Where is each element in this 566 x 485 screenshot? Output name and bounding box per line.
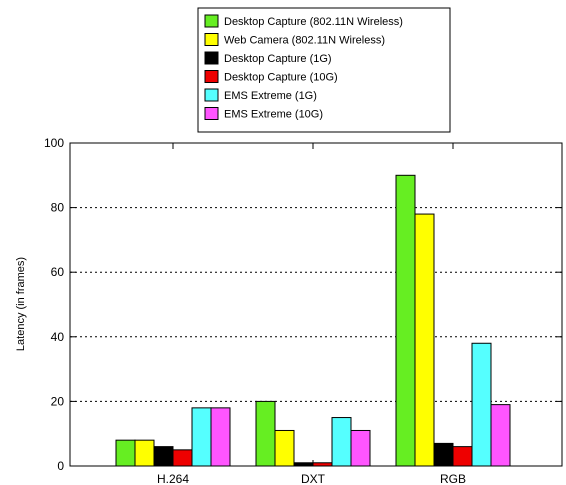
legend-swatch [204,70,219,83]
bar [452,446,473,467]
legend-label: Desktop Capture (10G) [224,72,338,84]
x-tick-label: RGB [440,472,466,485]
y-tick-label: 40 [51,330,65,344]
legend: Desktop Capture (802.11N Wireless) Web Ca… [197,7,451,133]
legend-label: Desktop Capture (1G) [224,53,332,65]
x-tick-label: H.264 [157,472,189,485]
y-tick-label: 100 [44,136,64,150]
legend-label: Web Camera (802.11N Wireless) [224,35,385,47]
legend-swatch [204,88,219,102]
legend-swatch [204,51,219,65]
bar [172,449,193,467]
legend-label: EMS Extreme (10G) [224,109,323,121]
bar [350,429,371,467]
x-axis-ticks: H.264 DXT RGB [157,143,466,485]
legend-box [197,7,451,133]
legend-swatch [204,107,219,120]
bar [274,429,295,467]
bar [134,439,155,467]
bar [210,407,231,467]
bar [433,442,454,467]
y-tick-label: 0 [57,459,64,473]
y-tick-label: 20 [51,394,65,408]
x-tick-label: DXT [301,472,326,485]
plot-frame [69,142,563,467]
bar [490,404,511,467]
y-tick-label: 80 [51,201,65,215]
bar [414,213,435,467]
y-tick-label: 60 [51,265,65,279]
legend-label: Desktop Capture (802.11N Wireless) [224,16,403,28]
bar [471,342,492,467]
legend-swatch [204,14,219,28]
bar [153,446,174,467]
y-axis-label: Latency (in frames) [15,257,27,351]
legend-label: EMS Extreme (1G) [224,90,317,102]
bar [115,439,136,467]
bar [255,400,276,467]
axes [69,142,563,467]
bar [331,417,352,467]
legend-swatch [204,33,219,46]
bar [395,174,416,467]
y-axis-ticks: 0 20 40 60 80 100 [44,136,562,473]
bar [191,407,212,467]
bars [115,174,511,467]
